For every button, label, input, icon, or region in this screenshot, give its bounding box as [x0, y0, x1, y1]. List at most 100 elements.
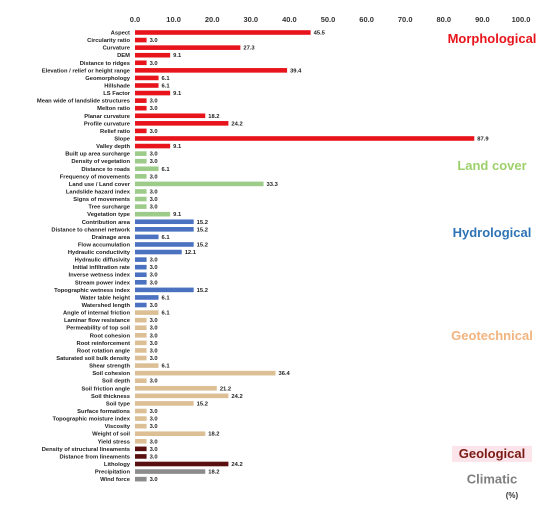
bar — [135, 68, 288, 73]
category-label: Shear strength — [89, 364, 130, 370]
category-label: Tree surcharge — [88, 205, 130, 211]
category-label: Angle of internal friction — [63, 311, 130, 317]
value-label: 3.0 — [150, 99, 158, 105]
value-label: 3.0 — [150, 265, 158, 271]
category-label: Circularity ratio — [87, 38, 130, 44]
value-label: 3.0 — [150, 152, 158, 158]
value-label: 24.2 — [231, 462, 242, 468]
bar — [135, 227, 194, 232]
category-label: Profile curvature — [84, 121, 131, 127]
group-label: Climatic — [467, 472, 518, 487]
category-label: Yield stress — [98, 439, 130, 445]
value-label: 6.1 — [162, 311, 171, 317]
category-label: Frequency of movements — [60, 174, 130, 180]
category-label: Water table height — [80, 295, 130, 301]
bar — [135, 438, 147, 444]
bar — [135, 310, 159, 315]
bar — [135, 242, 194, 247]
bar — [135, 264, 147, 270]
category-label: Mean wide of landslide structures — [37, 99, 130, 105]
bar — [135, 446, 147, 452]
bar — [135, 37, 147, 43]
value-label: 15.2 — [197, 401, 208, 407]
bar — [135, 121, 229, 126]
value-label: 9.1 — [173, 91, 182, 97]
category-label: Viscosity — [105, 424, 131, 430]
bar — [135, 363, 159, 368]
category-label: Inverse wetness index — [68, 273, 130, 279]
value-label: 12.1 — [185, 250, 197, 256]
bar — [135, 234, 159, 240]
value-label: 45.5 — [314, 31, 326, 37]
bar — [135, 287, 194, 293]
category-label: Contribution area — [82, 220, 131, 226]
bar — [135, 476, 147, 482]
category-label: Distance from lineaments — [59, 454, 130, 460]
group-label: Geotechnical — [451, 328, 533, 343]
bar — [135, 385, 217, 391]
value-label: 6.1 — [162, 235, 171, 241]
value-label: 18.2 — [208, 432, 219, 438]
bar — [135, 143, 171, 149]
category-label: LS Factor — [103, 91, 130, 97]
bar — [135, 30, 311, 35]
x-tick-label: 90.0 — [475, 15, 490, 24]
category-label: Flow accumulation — [78, 242, 131, 248]
bar — [135, 52, 171, 58]
category-label: Landslide hazard index — [66, 189, 131, 195]
bar — [135, 166, 159, 172]
value-label: 3.0 — [150, 409, 158, 415]
bar — [135, 196, 147, 202]
bar — [135, 257, 147, 262]
category-label: Aspect — [111, 31, 130, 37]
category-label: Geomorphology — [85, 76, 131, 82]
value-label: 15.2 — [197, 242, 208, 248]
group-label: Land cover — [457, 158, 526, 173]
bar — [135, 333, 147, 338]
value-label: 3.0 — [150, 348, 158, 354]
category-label: Weight of soil — [92, 432, 130, 438]
category-label: Distance to ridges — [80, 61, 130, 67]
value-label: 6.1 — [162, 83, 171, 89]
category-label: DEM — [117, 53, 130, 59]
value-label: 3.0 — [150, 197, 158, 203]
x-tick-label: 100.0 — [512, 15, 531, 24]
value-label: 3.0 — [150, 379, 158, 385]
value-label: 3.0 — [150, 61, 158, 67]
value-label: 3.0 — [150, 341, 158, 347]
bar — [135, 60, 147, 66]
category-label: Hydraulic conductivity — [68, 250, 131, 256]
value-label: 3.0 — [150, 439, 158, 445]
value-label: 9.1 — [173, 212, 182, 218]
bar — [135, 401, 194, 406]
category-label: Land use / Land cover — [69, 182, 131, 188]
bar — [135, 302, 147, 308]
value-label: 18.2 — [208, 114, 219, 120]
bar — [135, 181, 264, 187]
category-label: Precipitation — [95, 470, 131, 476]
value-label: 15.2 — [197, 227, 208, 233]
value-label: 3.0 — [150, 326, 158, 332]
x-tick-label: 0.0 — [130, 15, 140, 24]
value-label: 87.9 — [477, 136, 489, 142]
value-label: 33.3 — [267, 182, 279, 188]
bar — [135, 454, 147, 459]
value-label: 3.0 — [150, 106, 158, 112]
bar — [135, 174, 147, 179]
value-label: 27.3 — [243, 46, 255, 52]
x-tick-label: 60.0 — [359, 15, 374, 24]
value-label: 3.0 — [150, 129, 158, 135]
bar — [135, 90, 171, 96]
category-label: Wind force — [100, 477, 131, 483]
bar — [135, 408, 147, 414]
value-label: 3.0 — [150, 303, 158, 309]
category-label: Root cohesion — [90, 333, 131, 339]
category-label: Saturated soil bulk density — [56, 356, 131, 362]
bar — [135, 340, 147, 346]
bar — [135, 83, 159, 88]
category-label: Topographic moisture index — [52, 417, 130, 423]
value-label: 36.4 — [279, 371, 291, 377]
bar — [135, 219, 194, 225]
value-label: 6.1 — [162, 364, 171, 370]
